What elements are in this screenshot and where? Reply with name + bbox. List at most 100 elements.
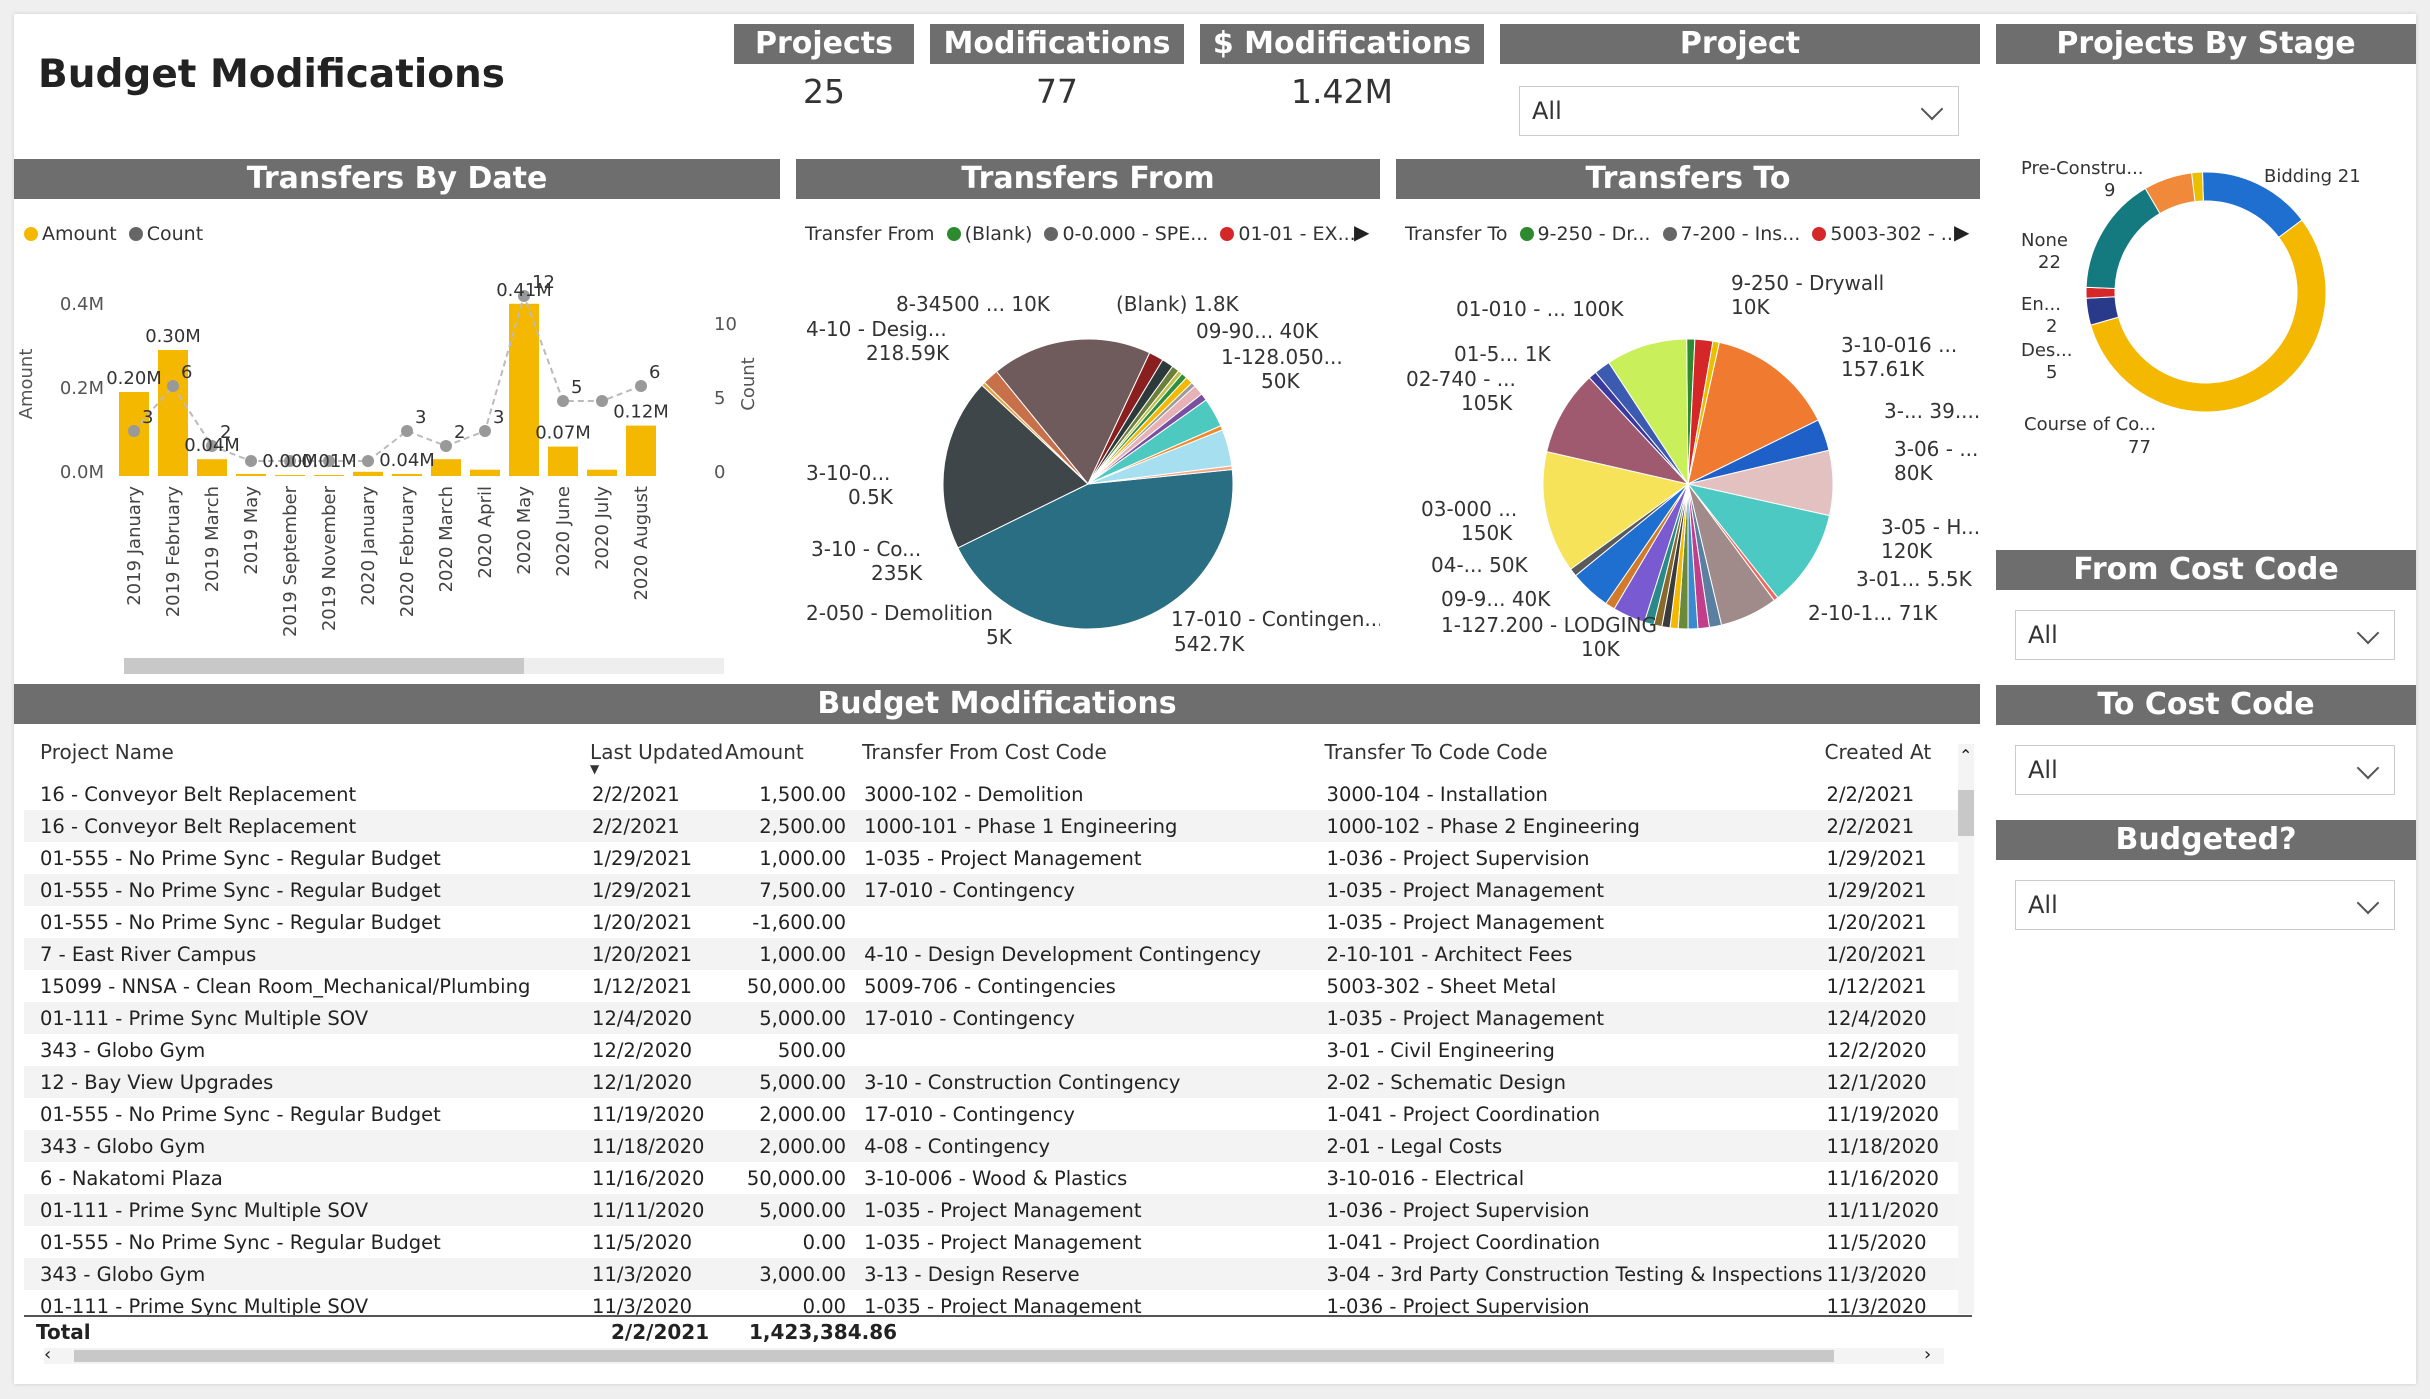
to-legend-icon: [1662, 226, 1677, 241]
to-legend-item[interactable]: 9-250 - Dr...: [1537, 223, 1651, 245]
col-last-updated[interactable]: Last Updated ▼: [590, 740, 724, 776]
legend-next-arrow-icon[interactable]: ▶: [1954, 220, 1970, 244]
count-point[interactable]: [557, 395, 569, 407]
x-tick-label: 2020 April: [475, 486, 496, 579]
col-amount[interactable]: Amount: [725, 740, 804, 764]
table-row[interactable]: 01-555 - No Prime Sync - Regular Budget 1…: [24, 906, 1964, 938]
scroll-left-icon[interactable]: ‹: [44, 1344, 52, 1365]
pie-slice[interactable]: [1546, 377, 1690, 485]
table-cell: 1,000.00: [759, 846, 847, 870]
amount-bar[interactable]: [353, 471, 383, 476]
count-point[interactable]: [323, 455, 335, 467]
pie-slice[interactable]: [995, 338, 1151, 485]
amount-bar[interactable]: [275, 475, 305, 476]
scroll-up-icon[interactable]: ⌃: [1959, 746, 1973, 765]
budget-table: Project Name Last Updated ▼ Amount Transf…: [24, 734, 1964, 1322]
count-point[interactable]: [206, 440, 218, 452]
pie-slice[interactable]: [1687, 341, 1819, 485]
budgeted-dropdown[interactable]: All: [2015, 880, 2395, 930]
table-row[interactable]: 6 - Nakatomi Plaza 11/16/2020 50,000.00 3-1…: [24, 1162, 1964, 1194]
table-h-scrollbar-thumb[interactable]: [74, 1350, 1834, 1362]
table-row[interactable]: 16 - Conveyor Belt Replacement 2/2/2021 2,…: [24, 810, 1964, 842]
table-row[interactable]: 12 - Bay View Upgrades 12/1/2020 5,000.00 3…: [24, 1066, 1964, 1098]
col-project-name[interactable]: Project Name: [40, 740, 174, 764]
table-cell: 11/5/2020: [592, 1230, 693, 1254]
table-cell: 1,000.00: [725, 938, 863, 970]
amount-bar[interactable]: [548, 446, 578, 476]
to-code-dropdown[interactable]: All: [2015, 745, 2395, 795]
table-row[interactable]: 15099 - NNSA - Clean Room_Mechanical/Plu…: [24, 970, 1964, 1002]
pie-slice[interactable]: [1686, 483, 1831, 599]
pie-slice[interactable]: [1608, 338, 1689, 486]
legend-next-arrow-icon[interactable]: ▶: [1354, 220, 1370, 244]
table-row[interactable]: 01-555 - No Prime Sync - Regular Budget 1…: [24, 1098, 1964, 1130]
count-point[interactable]: [284, 455, 296, 467]
count-point[interactable]: [167, 380, 179, 392]
h-scrollbar-thumb[interactable]: [124, 658, 524, 674]
to-legend-item[interactable]: 7-200 - Ins...: [1680, 223, 1801, 245]
sort-desc-icon: ▼: [590, 762, 600, 776]
pie-slice[interactable]: [2090, 219, 2327, 413]
table-row[interactable]: 01-555 - No Prime Sync - Regular Budget 1…: [24, 874, 1964, 906]
amount-bar[interactable]: [509, 303, 539, 476]
count-point[interactable]: [401, 425, 413, 437]
pie-slice[interactable]: [1542, 450, 1690, 570]
amount-bar[interactable]: [392, 473, 422, 476]
count-point[interactable]: [596, 395, 608, 407]
table-row[interactable]: 7 - East River Campus 1/20/2021 1,000.00 4-…: [24, 938, 1964, 970]
count-point[interactable]: [440, 440, 452, 452]
col-transfer-to[interactable]: Transfer To Code Code: [1324, 740, 1548, 764]
table-row[interactable]: 343 - Globo Gym 12/2/2020 500.00 3-01 - Civ…: [24, 1034, 1964, 1066]
table-row[interactable]: 01-555 - No Prime Sync - Regular Budget 1…: [24, 842, 1964, 874]
amount-bar[interactable]: [314, 475, 344, 476]
v-scrollbar[interactable]: [1958, 744, 1974, 1314]
x-tick-label: 2020 August: [631, 486, 652, 601]
to-legend-item[interactable]: 5003-302 - ...: [1830, 223, 1959, 245]
from-legend-item[interactable]: (Blank): [964, 223, 1033, 245]
to-code-value: All: [2028, 756, 2058, 784]
count-point[interactable]: [479, 425, 491, 437]
scroll-right-icon[interactable]: ›: [1924, 1344, 1932, 1365]
table-cell: 0.00: [802, 1294, 847, 1318]
table-cell: 50,000.00: [746, 974, 847, 998]
count-point[interactable]: [128, 425, 140, 437]
amount-legend-label[interactable]: Amount: [42, 223, 117, 245]
count-point[interactable]: [635, 380, 647, 392]
pie-slice[interactable]: [2085, 286, 2116, 299]
to-legend-icon: [1812, 226, 1827, 241]
pie-slice[interactable]: [2085, 187, 2161, 289]
table-row[interactable]: 01-111 - Prime Sync Multiple SOV 12/4/202…: [24, 1002, 1964, 1034]
pie-slice[interactable]: [1087, 465, 1233, 485]
table-row[interactable]: 343 - Globo Gym 11/3/2020 3,000.00 3-13 - D…: [24, 1258, 1964, 1290]
table-row[interactable]: 343 - Globo Gym 11/18/2020 2,000.00 4-08 - …: [24, 1130, 1964, 1162]
from-code-dropdown[interactable]: All: [2015, 610, 2395, 660]
from-code-header: From Cost Code: [1996, 550, 2416, 590]
table-cell: 1/12/2021: [592, 974, 693, 998]
col-created-at[interactable]: Created At: [1824, 740, 1932, 764]
pie-slice[interactable]: [957, 468, 1234, 630]
v-scrollbar-thumb[interactable]: [1958, 790, 1974, 836]
amount-bar[interactable]: [236, 473, 266, 476]
amount-bar[interactable]: [158, 350, 188, 476]
table-row[interactable]: 16 - Conveyor Belt Replacement 2/2/2021 1,…: [24, 778, 1964, 810]
count-point[interactable]: [518, 290, 530, 302]
col-transfer-from[interactable]: Transfer From Cost Code: [862, 740, 1107, 764]
pie-slice[interactable]: [2191, 171, 2204, 203]
amount-bar[interactable]: [587, 469, 617, 476]
count-point[interactable]: [362, 455, 374, 467]
table-row[interactable]: 01-111 - Prime Sync Multiple SOV 11/3/202…: [24, 1290, 1964, 1322]
project-dropdown[interactable]: All: [1519, 86, 1959, 136]
count-legend-label[interactable]: Count: [146, 223, 204, 245]
table-row[interactable]: 01-111 - Prime Sync Multiple SOV 11/11/20…: [24, 1194, 1964, 1226]
pie-slice[interactable]: [942, 384, 1089, 549]
table-row[interactable]: 01-555 - No Prime Sync - Regular Budget 1…: [24, 1226, 1964, 1258]
count-point[interactable]: [245, 455, 257, 467]
pie-label: 105K: [1461, 391, 1513, 415]
amount-bar[interactable]: [197, 459, 227, 476]
amount-bar[interactable]: [626, 425, 656, 476]
from-legend-item[interactable]: 01-01 - EX...: [1238, 223, 1356, 245]
amount-bar[interactable]: [470, 469, 500, 476]
amount-bar[interactable]: [431, 459, 461, 476]
from-legend-item[interactable]: 0-0.000 - SPE...: [1062, 223, 1209, 245]
